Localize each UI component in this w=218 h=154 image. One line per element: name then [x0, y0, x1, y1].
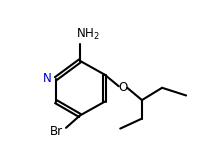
Text: NH$_2$: NH$_2$ — [76, 26, 100, 42]
Text: Br: Br — [50, 125, 63, 138]
Text: O: O — [119, 81, 128, 94]
Text: N: N — [43, 72, 52, 85]
